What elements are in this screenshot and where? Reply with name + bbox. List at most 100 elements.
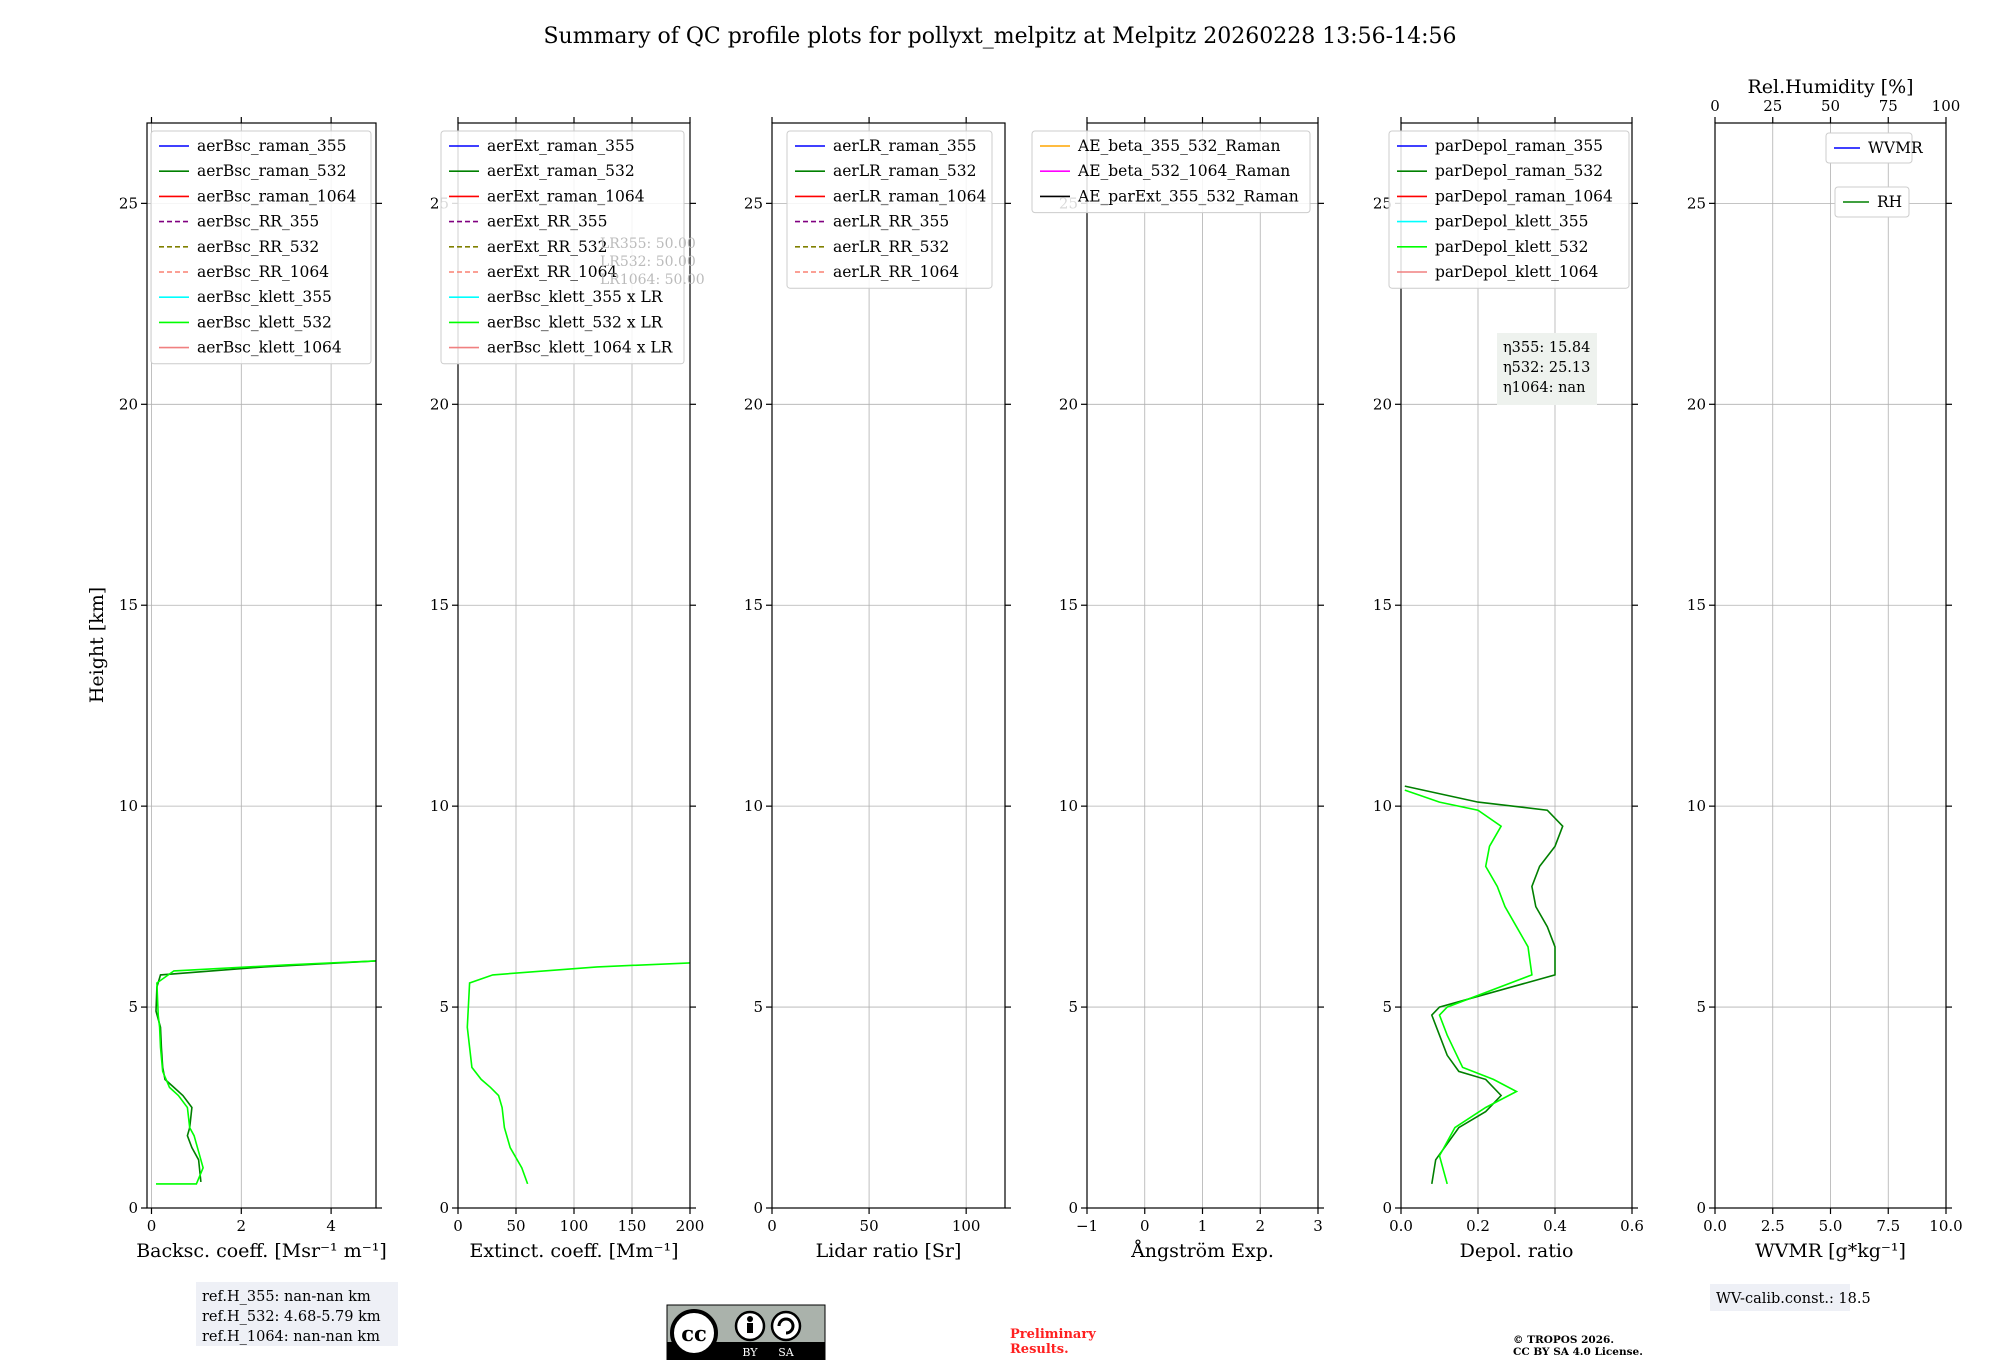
legend-label-aerExt_raman_532: aerExt_raman_532: [487, 162, 635, 180]
xlabel-lr: Lidar ratio [Sr]: [816, 1240, 962, 1262]
cc-logo-text-icon: cc: [681, 1321, 707, 1346]
legend-label-aerBsc_raman_355: aerBsc_raman_355: [197, 137, 347, 155]
legend-box-ang: [1031, 130, 1311, 214]
ytick-label-ang: 10: [1059, 797, 1078, 815]
top-xtick-label-wv: 25: [1763, 97, 1782, 115]
panel-wv: 0 5 10 15 20 25 0.0 2.5 5.0 7.5 10.0 0 25 50 75 100 Rel.…: [1687, 76, 1963, 1262]
top-xlabel-wv: Rel.Humidity [%]: [1747, 76, 1913, 98]
xtick-label-dep: 0.0: [1389, 1217, 1413, 1235]
cc-by-label: BY: [742, 1346, 758, 1359]
legend-label-aerBsc_klett_355 x LR: aerBsc_klett_355 x LR: [487, 288, 664, 306]
xtick-label-bsc: 2: [237, 1217, 247, 1235]
ytick-label-lr: 20: [744, 395, 763, 413]
ytick-label-wv: 15: [1687, 596, 1706, 614]
ytick-label-ext: 15: [430, 596, 449, 614]
ytick-label-ang: 15: [1059, 596, 1078, 614]
legend-label-parDepol_klett_355: parDepol_klett_355: [1435, 213, 1588, 231]
ytick-label-bsc: 25: [119, 194, 138, 212]
lr-annotation-1: LR532: 50.00: [600, 254, 696, 270]
ytick-label-ext: 0: [439, 1199, 449, 1217]
legend-label-parDepol_klett_1064: parDepol_klett_1064: [1435, 263, 1598, 281]
eta-box-background: [1497, 333, 1597, 405]
by-person-body-icon: [747, 1323, 753, 1333]
xtick-label-wv: 0.0: [1703, 1217, 1727, 1235]
ytick-label-bsc: 5: [128, 998, 138, 1016]
cc-license-badge: cc BY SA: [666, 1304, 826, 1360]
panel-bsc: 0 5 10 15 20 25 0 2 4 Backsc. coeff. [Msr⁻¹ m⁻¹] a…: [119, 117, 387, 1262]
xtick-label-ang: 1: [1198, 1217, 1208, 1235]
panel-lr: 0 5 10 15 20 25 0 50 100 Lidar ratio [Sr] aerLR_ra…: [744, 117, 1011, 1262]
legend-label-AE_beta_355_532_Raman: AE_beta_355_532_Raman: [1077, 137, 1280, 155]
xtick-label-ext: 50: [506, 1217, 525, 1235]
legend-label-aerExt_RR_355: aerExt_RR_355: [487, 213, 608, 231]
series-line-aerBsc_raman_532: [155, 960, 376, 1182]
preliminary-line1: Preliminary: [1010, 1327, 1096, 1342]
ytick-label-lr: 0: [753, 1199, 763, 1217]
axes-frame-lr: [771, 122, 1006, 1209]
wv-calib-text: WV-calib.const.: 18.5: [1716, 1291, 1871, 1307]
ref-height-1064: ref.H_1064: nan-nan km: [202, 1329, 380, 1345]
legend-box-lr: [786, 130, 993, 289]
legend-box-ext: [440, 130, 685, 365]
axes-frame-dep: [1400, 122, 1633, 1209]
ytick-label-wv: 5: [1696, 998, 1706, 1016]
ytick-label-dep: 10: [1373, 797, 1392, 815]
legend-label-parDepol_klett_532: parDepol_klett_532: [1435, 238, 1588, 256]
legend-box-wv: [1825, 132, 1913, 164]
lr-annotation-0: LR355: 50.00: [600, 236, 696, 252]
ref-heights-box: ref.H_355: nan-nan km ref.H_532: 4.68-5.…: [196, 1282, 398, 1346]
ytick-label-dep: 25: [1373, 194, 1392, 212]
legend-label-aerExt_raman_355: aerExt_raman_355: [487, 137, 635, 155]
ytick-label-ext: 20: [430, 395, 449, 413]
preliminary-line2: Results.: [1010, 1342, 1069, 1357]
legend-label-aerBsc_RR_1064: aerBsc_RR_1064: [197, 263, 329, 281]
ytick-label-bsc: 0: [128, 1199, 138, 1217]
axes-frame-bsc: [146, 122, 377, 1209]
cc-sa-label: SA: [778, 1346, 795, 1359]
ytick-label-lr: 5: [753, 998, 763, 1016]
xtick-label-ext: 100: [560, 1217, 589, 1235]
xtick-label-wv: 2.5: [1761, 1217, 1785, 1235]
by-person-head-icon: [747, 1316, 753, 1322]
ref-heights-background: [196, 1282, 398, 1346]
ytick-label-ext: 5: [439, 998, 449, 1016]
xtick-label-wv: 7.5: [1876, 1217, 1900, 1235]
xtick-label-ang: −1: [1076, 1217, 1098, 1235]
legend-label-aerLR_raman_355: aerLR_raman_355: [833, 137, 976, 155]
y-axis-label: Height [km]: [86, 587, 108, 703]
xtick-label-ang: 2: [1255, 1217, 1265, 1235]
top-xtick-label-wv: 100: [1932, 97, 1961, 115]
legend-label-aerBsc_RR_532: aerBsc_RR_532: [197, 238, 319, 256]
ref-height-355: ref.H_355: nan-nan km: [202, 1289, 371, 1305]
xtick-label-bsc: 0: [147, 1217, 157, 1235]
ytick-label-wv: 25: [1687, 194, 1706, 212]
legend-label-aerBsc_klett_1064 x LR: aerBsc_klett_1064 x LR: [487, 339, 674, 357]
legend-label-aerBsc_klett_532 x LR: aerBsc_klett_532 x LR: [487, 313, 664, 331]
series-line-parDepol_klett_532: [1404, 789, 1533, 1185]
xtick-label-lr: 100: [952, 1217, 981, 1235]
legend-label-aerLR_raman_1064: aerLR_raman_1064: [833, 187, 986, 205]
legend-label-aerLR_RR_355: aerLR_RR_355: [833, 213, 949, 231]
xtick-label-bsc: 4: [326, 1217, 336, 1235]
legend-label-WVMR: WVMR: [1868, 139, 1924, 157]
xtick-label-ext: 0: [453, 1217, 463, 1235]
legend-label-parDepol_raman_355: parDepol_raman_355: [1435, 137, 1603, 155]
xtick-label-ang: 3: [1313, 1217, 1323, 1235]
xtick-label-lr: 0: [767, 1217, 777, 1235]
legend-box-wv: [1834, 186, 1910, 218]
ytick-label-wv: 0: [1696, 1199, 1706, 1217]
ytick-label-wv: 10: [1687, 797, 1706, 815]
xtick-label-ang: 0: [1140, 1217, 1150, 1235]
ytick-label-bsc: 10: [119, 797, 138, 815]
series-group-ext: [466, 962, 690, 1185]
legend-label-aerExt_RR_1064: aerExt_RR_1064: [487, 263, 618, 281]
ytick-label-dep: 5: [1382, 998, 1392, 1016]
xlabel-ang: Ångström Exp.: [1130, 1240, 1274, 1262]
lr-annotation-2: LR1064: 50.00: [600, 272, 705, 288]
legend-label-aerBsc_klett_1064: aerBsc_klett_1064: [197, 339, 342, 357]
ytick-label-bsc: 20: [119, 395, 138, 413]
xtick-label-dep: 0.6: [1620, 1217, 1644, 1235]
ytick-label-ext: 10: [430, 797, 449, 815]
